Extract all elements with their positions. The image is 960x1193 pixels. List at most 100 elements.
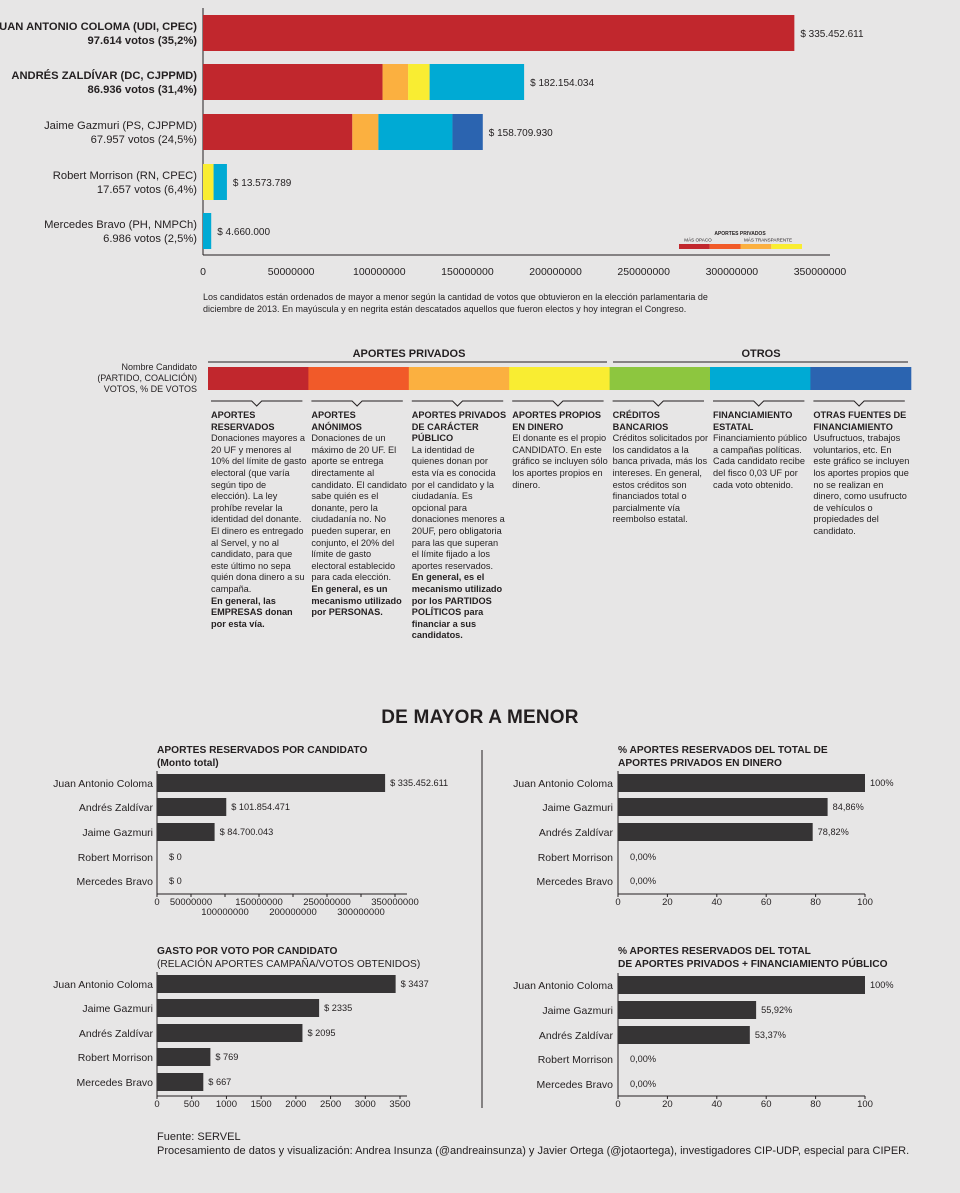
footer-credits: Procesamiento de datos y visualización: … xyxy=(157,1145,910,1157)
main-stacked-bar-chart: 0 50000000 100000000 150000000 200000000 2500… xyxy=(0,8,864,278)
main-candidate-votes: 17.657 votos (6,4%) xyxy=(97,184,197,196)
small-charts: APORTES RESERVADOS POR CANDIDATO (Monto t… xyxy=(53,745,894,1110)
small-x-tick-label: 0 xyxy=(615,897,620,908)
legend-category-title: FINANCIAMIENTO ESTATAL xyxy=(713,410,793,432)
small-category-label: Jaime Gazmuri xyxy=(542,802,613,814)
small-chart-subtitle: (Monto total) xyxy=(157,758,219,769)
small-x-tick-label: 3000 xyxy=(355,1099,376,1110)
small-category-label: Mercedes Bravo xyxy=(77,876,154,888)
small-category-label: Jaime Gazmuri xyxy=(542,1005,613,1017)
small-x-tick-label: 40 xyxy=(712,1099,723,1110)
small-bar xyxy=(618,976,865,994)
small-x-tick-label: 250000000 xyxy=(303,897,351,908)
order-note-line1: Los candidatos están ordenados de mayor … xyxy=(203,292,708,302)
small-x-tick-label: 80 xyxy=(810,1099,821,1110)
main-x-tick-label: 100000000 xyxy=(353,266,406,278)
small-category-label: Mercedes Bravo xyxy=(77,1077,154,1089)
small-category-label: Mercedes Bravo xyxy=(537,876,614,888)
main-bar-segment-financiamiento_estatal xyxy=(213,164,227,200)
small-bar xyxy=(618,1001,757,1019)
small-bar xyxy=(618,823,813,841)
legend-other-header: OTROS xyxy=(741,348,780,360)
legend-swatch xyxy=(308,367,410,390)
small-category-label: Jaime Gazmuri xyxy=(82,827,153,839)
legend-category-body: El donante es el propio CANDIDATO. En es… xyxy=(512,433,608,490)
mini-legend-right: MÁS TRANSPARENTE xyxy=(744,237,792,243)
small-x-tick-label: 60 xyxy=(761,1099,772,1110)
small-bar xyxy=(157,1048,211,1066)
main-total-label: $ 4.660.000 xyxy=(217,227,270,238)
legend-key-label: Nombre Candidato (PARTIDO, COALICIÓN) VO… xyxy=(96,362,197,395)
legend-category-title: APORTES RESERVADOS xyxy=(211,410,275,432)
small-bar-value-label: 0,00% xyxy=(630,852,656,862)
small-x-tick-label: 60 xyxy=(761,897,772,908)
small-category-label: Robert Morrison xyxy=(78,852,153,864)
small-bar xyxy=(618,1026,750,1044)
mini-legend-left: MÁS OPACO xyxy=(684,237,712,243)
small-bar-value-label: 100% xyxy=(870,980,894,990)
legend-swatch xyxy=(710,367,811,390)
main-candidate-name: JUAN ANTONIO COLOMA (UDI, CPEC) xyxy=(0,21,197,33)
legend-category-body: Usufructuos, trabajos voluntarios, etc. … xyxy=(813,433,910,536)
main-candidate-votes: 67.957 votos (24,5%) xyxy=(91,134,198,146)
small-x-tick-label: 100000000 xyxy=(201,907,249,918)
small-bar-value-label: $ 101.854.471 xyxy=(231,802,290,812)
main-candidate-name: Mercedes Bravo (PH, NMPCh) xyxy=(44,219,197,231)
main-bar-segment-caracter_publico xyxy=(382,64,409,100)
small-x-tick-label: 150000000 xyxy=(235,897,283,908)
legend-category: APORTES PRIVADOS DE CARÁCTER PÚBLICO La i… xyxy=(412,410,508,642)
small-category-label: Juan Antonio Coloma xyxy=(53,979,153,991)
main-candidate-votes: 6.986 votos (2,5%) xyxy=(103,233,197,245)
small-x-tick-label: 100 xyxy=(857,1099,873,1110)
main-x-tick-label: 150000000 xyxy=(441,266,494,278)
small-bar xyxy=(157,774,386,792)
legend-bracket xyxy=(713,400,805,407)
small-category-label: Andrés Zaldívar xyxy=(539,1030,614,1042)
legend-bracket xyxy=(411,400,504,407)
small-bar-value-label: $ 0 xyxy=(169,852,182,862)
legend-category-body: Financiamiento público a campañas políti… xyxy=(713,433,807,490)
small-bar xyxy=(157,975,396,993)
main-x-tick-label: 350000000 xyxy=(794,266,847,278)
small-bar-value-label: $ 769 xyxy=(215,1052,238,1062)
small-category-label: Robert Morrison xyxy=(78,1052,153,1064)
legend-key-label-line1: Nombre Candidato xyxy=(121,362,197,372)
main-x-tick-label: 250000000 xyxy=(617,266,670,278)
small-bar xyxy=(157,823,215,841)
small-x-tick-label: 3500 xyxy=(389,1099,410,1110)
main-bar-segment-reservados xyxy=(203,15,795,51)
small-bar-value-label: 55,92% xyxy=(761,1005,792,1015)
legend-category-body: Donaciones de un máximo de 20 UF. El apo… xyxy=(311,433,407,583)
small-x-tick-label: 50000000 xyxy=(170,897,212,908)
small-x-tick-label: 0 xyxy=(615,1099,620,1110)
small-x-tick-label: 20 xyxy=(662,897,673,908)
legend-category-emphasis: En general, las EMPRESAS donan por esta … xyxy=(211,595,293,629)
small-bar-value-label: $ 0 xyxy=(169,876,182,886)
small-category-label: Juan Antonio Coloma xyxy=(513,778,613,790)
small-bar xyxy=(618,798,828,816)
mini-legend-swatch xyxy=(679,244,710,249)
main-x-tick-label: 50000000 xyxy=(268,266,315,278)
mini-legend-swatch xyxy=(740,244,772,249)
legend-category: OTRAS FUENTES DE FINANCIAMIENTO Usufructu… xyxy=(813,410,909,538)
small-bar-value-label: 78,82% xyxy=(818,827,849,837)
small-x-tick-label: 20 xyxy=(662,1099,673,1110)
small-x-tick-label: 100 xyxy=(857,897,873,908)
order-note: Los candidatos están ordenados de mayor … xyxy=(203,291,763,315)
main-bar-segment-otras_fuentes xyxy=(452,114,483,150)
main-candidate-name: Robert Morrison (RN, CPEC) xyxy=(53,170,197,182)
legend-category-title: APORTES ANÓNIMOS xyxy=(311,410,362,432)
mini-legend-swatch xyxy=(771,244,802,249)
legend-swatch xyxy=(208,367,309,390)
order-note-line2: diciembre de 2013. En mayúscula y en neg… xyxy=(203,304,687,314)
small-x-tick-label: 0 xyxy=(154,897,159,908)
legend-category-body: Donaciones mayores a 20 UF y menores al … xyxy=(211,433,307,594)
small-category-label: Juan Antonio Coloma xyxy=(53,778,153,790)
main-bar-segment-reservados xyxy=(203,64,383,100)
small-bar-value-label: $ 84.700.043 xyxy=(220,827,274,837)
mini-legend-swatch xyxy=(709,244,741,249)
main-bar-segment-propios xyxy=(203,164,214,200)
small-x-tick-label: 80 xyxy=(810,897,821,908)
legend-bracket xyxy=(612,400,704,407)
main-total-label: $ 13.573.789 xyxy=(233,178,292,189)
